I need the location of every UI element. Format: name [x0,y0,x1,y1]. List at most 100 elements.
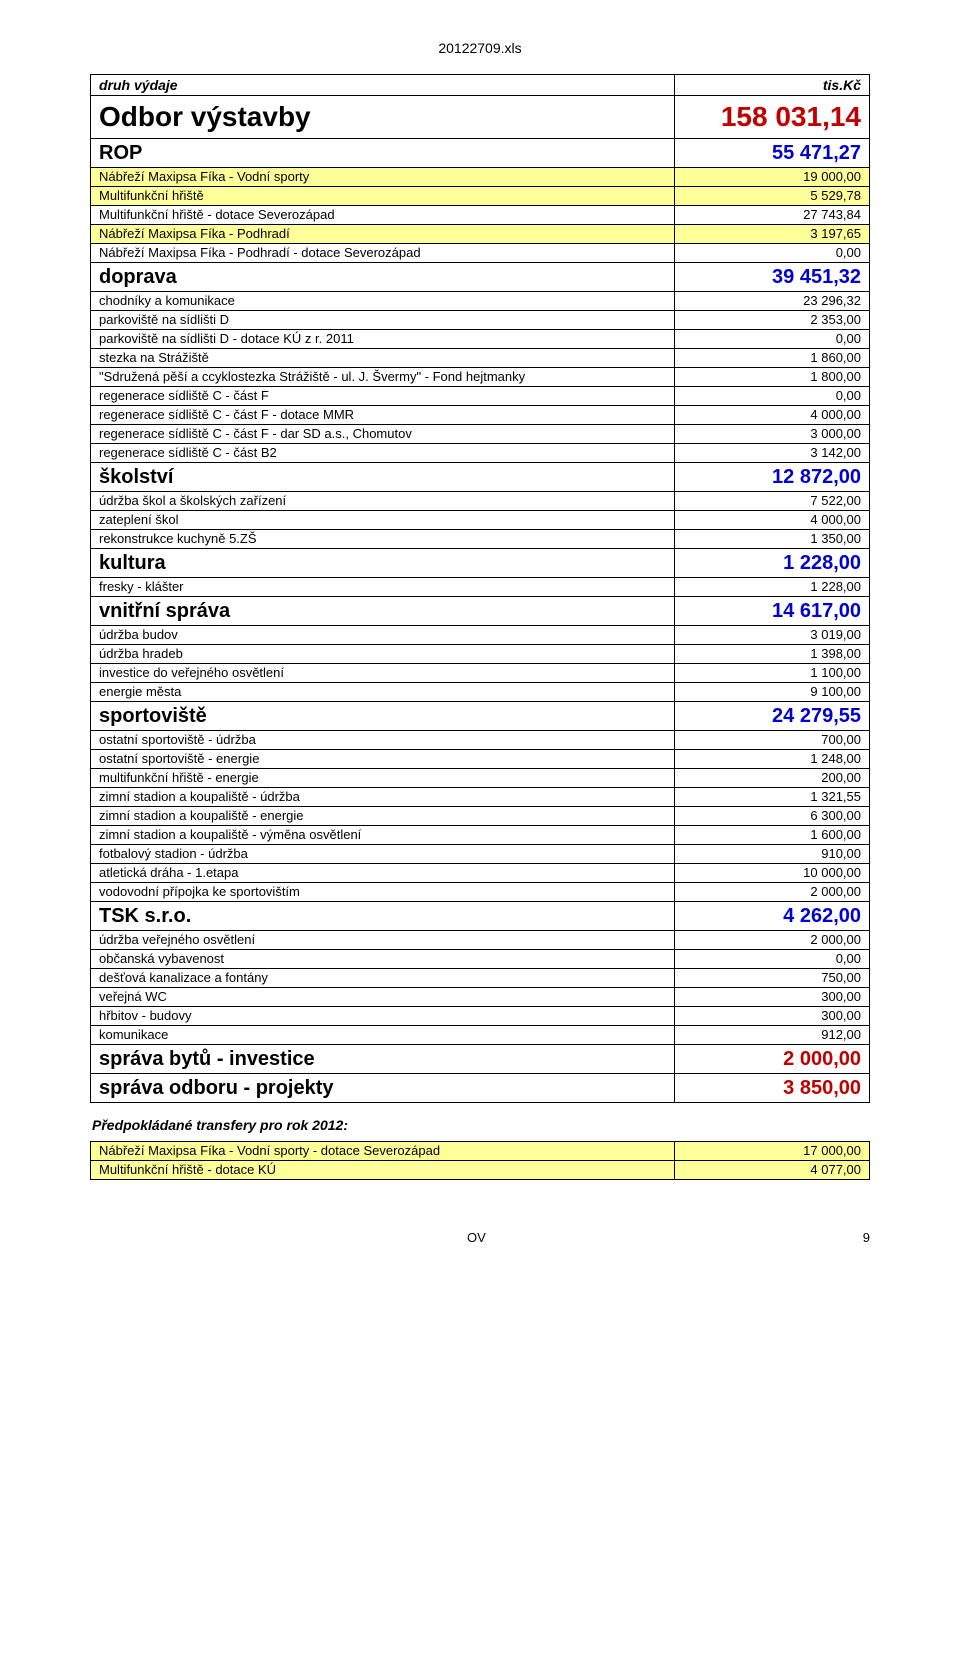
section-label: kultura [91,549,675,578]
section-row: správa bytů - investice2 000,00 [91,1045,870,1074]
table-row: údržba hradeb1 398,00 [91,645,870,664]
row-label: zateplení škol [91,511,675,530]
table-row: regenerace sídliště C - část F - dotace … [91,406,870,425]
section-label: správa bytů - investice [91,1045,675,1074]
row-value: 750,00 [675,969,870,988]
row-value: 700,00 [675,731,870,750]
section-row: TSK s.r.o.4 262,00 [91,902,870,931]
table-row: multifunkční hřiště - energie200,00 [91,769,870,788]
row-label: regenerace sídliště C - část B2 [91,444,675,463]
row-label: zimní stadion a koupaliště - výměna osvě… [91,826,675,845]
col-header-right: tis.Kč [675,75,870,96]
table-row: investice do veřejného osvětlení1 100,00 [91,664,870,683]
table-row: zimní stadion a koupaliště - energie6 30… [91,807,870,826]
row-value: 0,00 [675,950,870,969]
section-row: sportoviště24 279,55 [91,702,870,731]
row-value: 9 100,00 [675,683,870,702]
row-value: 1 860,00 [675,349,870,368]
footer-right: 9 [863,1230,870,1245]
transfers-heading: Předpokládané transfery pro rok 2012: [92,1117,870,1133]
table-row: fotbalový stadion - údržba910,00 [91,845,870,864]
table-row: veřejná WC300,00 [91,988,870,1007]
row-value: 1 248,00 [675,750,870,769]
row-label: údržba budov [91,626,675,645]
table-row: hřbitov - budovy300,00 [91,1007,870,1026]
table-row: Nábřeží Maxipsa Fíka - Vodní sporty19 00… [91,168,870,187]
row-label: veřejná WC [91,988,675,1007]
table-row: vodovodní přípojka ke sportovištím2 000,… [91,883,870,902]
table-row: údržba škol a školských zařízení7 522,00 [91,492,870,511]
table-row: chodníky a komunikace23 296,32 [91,292,870,311]
row-value: 1 350,00 [675,530,870,549]
table-row: komunikace912,00 [91,1026,870,1045]
row-value: 0,00 [675,244,870,263]
row-value: 23 296,32 [675,292,870,311]
table-row: energie města9 100,00 [91,683,870,702]
table-row: parkoviště na sídlišti D2 353,00 [91,311,870,330]
row-value: 27 743,84 [675,206,870,225]
section-label: doprava [91,263,675,292]
row-value: 2 000,00 [675,883,870,902]
row-value: 6 300,00 [675,807,870,826]
page-footer: OV 9 [90,1230,870,1245]
section-value: 14 617,00 [675,597,870,626]
row-value: 1 600,00 [675,826,870,845]
title-label: Odbor výstavby [91,96,675,139]
table-row: údržba veřejného osvětlení2 000,00 [91,931,870,950]
row-label: občanská vybavenost [91,950,675,969]
row-value: 1 800,00 [675,368,870,387]
row-label: "Sdružená pěší a ccyklostezka Strážiště … [91,368,675,387]
row-label: regenerace sídliště C - část F [91,387,675,406]
table-row: údržba budov3 019,00 [91,626,870,645]
row-value: 1 228,00 [675,578,870,597]
table-row: zimní stadion a koupaliště - údržba1 321… [91,788,870,807]
row-value: 5 529,78 [675,187,870,206]
row-label: Nábřeží Maxipsa Fíka - Vodní sporty [91,168,675,187]
section-value: 2 000,00 [675,1045,870,1074]
row-label: chodníky a komunikace [91,292,675,311]
row-label: ostatní sportoviště - údržba [91,731,675,750]
row-label: zimní stadion a koupaliště - energie [91,807,675,826]
section-value: 1 228,00 [675,549,870,578]
table-row: fresky - klášter1 228,00 [91,578,870,597]
row-label: Nábřeží Maxipsa Fíka - Podhradí [91,225,675,244]
section-label: školství [91,463,675,492]
row-label: fotbalový stadion - údržba [91,845,675,864]
row-value: 3 019,00 [675,626,870,645]
row-value: 0,00 [675,387,870,406]
row-value: 300,00 [675,1007,870,1026]
row-label: fresky - klášter [91,578,675,597]
section-row: ROP55 471,27 [91,139,870,168]
table-row: rekonstrukce kuchyně 5.ZŠ1 350,00 [91,530,870,549]
table-row: Multifunkční hřiště - dotace KÚ4 077,00 [91,1161,870,1180]
row-label: Multifunkční hřiště - dotace Severozápad [91,206,675,225]
section-value: 55 471,27 [675,139,870,168]
row-value: 4 000,00 [675,511,870,530]
row-value: 912,00 [675,1026,870,1045]
row-value: 3 197,65 [675,225,870,244]
file-header: 20122709.xls [90,40,870,56]
row-value: 2 353,00 [675,311,870,330]
transfers-table: Nábřeží Maxipsa Fíka - Vodní sporty - do… [90,1141,870,1180]
table-row: Multifunkční hřiště - dotace Severozápad… [91,206,870,225]
row-value: 17 000,00 [675,1142,870,1161]
row-label: údržba škol a školských zařízení [91,492,675,511]
section-value: 4 262,00 [675,902,870,931]
row-value: 1 398,00 [675,645,870,664]
col-header-left: druh výdaje [91,75,675,96]
row-label: komunikace [91,1026,675,1045]
table-row: zateplení škol4 000,00 [91,511,870,530]
row-value: 300,00 [675,988,870,1007]
row-label: investice do veřejného osvětlení [91,664,675,683]
row-label: energie města [91,683,675,702]
table-row: ostatní sportoviště - údržba700,00 [91,731,870,750]
section-label: správa odboru - projekty [91,1074,675,1103]
table-row: Nábřeží Maxipsa Fíka - Podhradí - dotace… [91,244,870,263]
row-label: údržba hradeb [91,645,675,664]
row-value: 4 077,00 [675,1161,870,1180]
section-value: 39 451,32 [675,263,870,292]
section-value: 3 850,00 [675,1074,870,1103]
row-label: regenerace sídliště C - část F - dotace … [91,406,675,425]
row-value: 200,00 [675,769,870,788]
row-value: 1 321,55 [675,788,870,807]
